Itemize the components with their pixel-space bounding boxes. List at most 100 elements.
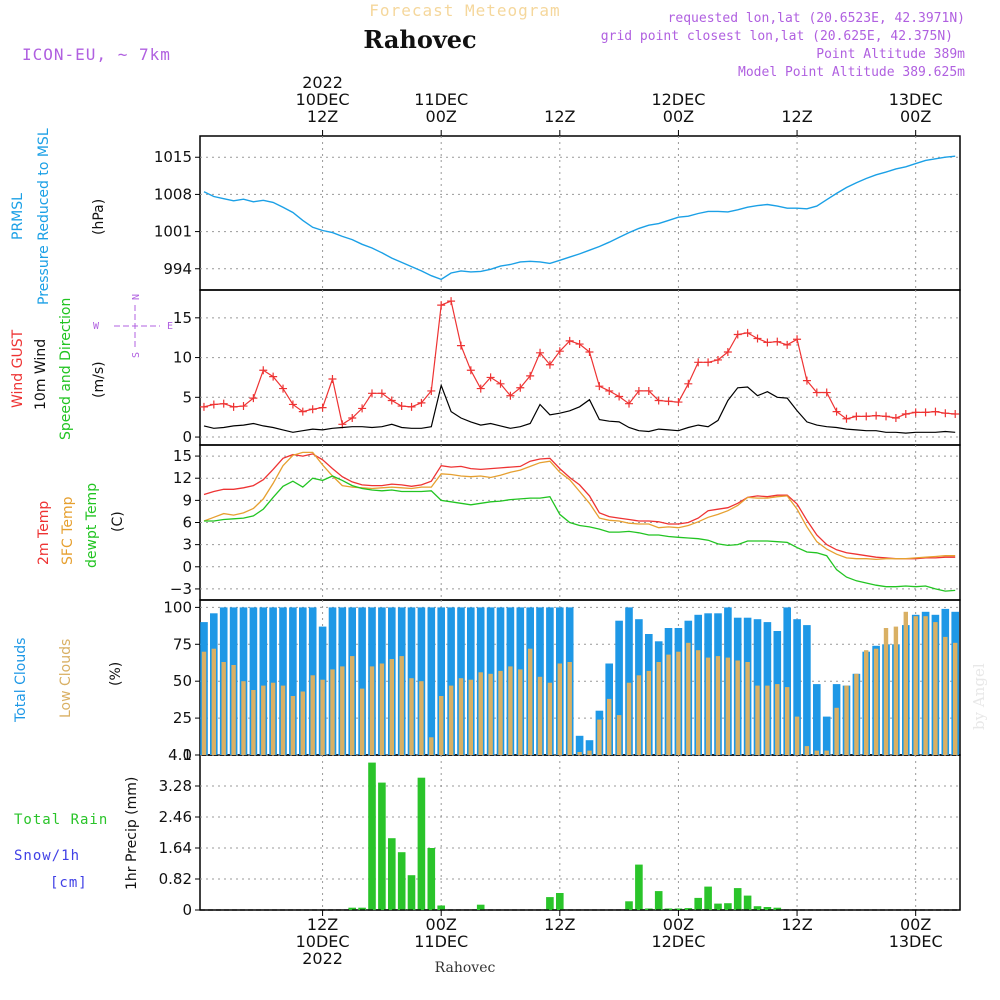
low-cloud-bar (330, 669, 335, 755)
low-cloud-bar (577, 752, 582, 755)
total-cloud-bar (813, 684, 821, 755)
rain-bar (763, 907, 772, 910)
gust-marker (387, 396, 396, 405)
rain-bar (417, 777, 426, 910)
total-cloud-bar (793, 619, 801, 755)
gust-marker (783, 340, 792, 349)
pressure-frame (199, 135, 961, 291)
gust-marker (466, 366, 475, 375)
top-time-label: 12Z (307, 107, 338, 126)
snow-label: Snow/1h (14, 848, 80, 864)
rain-bar (724, 903, 732, 910)
model-altitude: Model Point Altitude 389.625m (738, 65, 965, 80)
prmsl-label: PRMSL (10, 193, 26, 240)
rain-bar (437, 905, 445, 910)
gust-marker (437, 301, 446, 310)
low-cloud-bar (883, 628, 889, 755)
gust-marker (516, 383, 525, 392)
gust-marker (526, 371, 535, 380)
gust-marker (318, 403, 327, 412)
gust-marker (872, 411, 881, 420)
low-cloud-bar (873, 648, 879, 755)
gust-marker (654, 396, 663, 405)
pressure-line (203, 155, 956, 281)
rain-bar (654, 891, 663, 910)
wind-ytick-label: 0 (182, 428, 192, 446)
low-cloud-bar (280, 685, 286, 755)
gust-marker (427, 386, 436, 395)
gust-marker (447, 297, 456, 306)
gust-marker (605, 386, 614, 395)
rain-bar (546, 897, 554, 910)
low-cloud-bar (379, 663, 385, 755)
precip-panel-labels: Total Rain Snow/1h [cm] 1hr Precip (mm) (14, 777, 140, 891)
gust-marker (674, 398, 683, 407)
gust-marker (377, 389, 386, 398)
gust-marker (397, 402, 406, 411)
rain-bar (664, 908, 673, 910)
low-cloud-bar (409, 678, 414, 755)
footer-location: Rahovec (435, 960, 496, 976)
compass-e: E (167, 321, 173, 332)
gust-marker (328, 375, 337, 384)
gust-marker (832, 407, 841, 416)
total-clouds-label: Total Clouds (13, 638, 29, 723)
wind-ytick-label: 15 (173, 309, 192, 327)
gust-marker (506, 391, 515, 400)
gust-marker (862, 412, 871, 421)
precip-ytick-label: 1.64 (159, 839, 192, 857)
gust-marker (852, 412, 861, 421)
gust-marker (793, 335, 802, 344)
gust-marker (625, 399, 634, 408)
low-cloud-bar (429, 737, 434, 755)
low-cloud-bar (794, 716, 800, 755)
low-cloud-bar (458, 678, 464, 755)
pressure-ytick-label: 1001 (154, 223, 192, 241)
gust-marker (476, 384, 485, 393)
rain-bar (378, 782, 386, 910)
dewpoint-line (204, 475, 956, 592)
low-cloud-bar (300, 691, 305, 755)
low-cloud-bar (310, 675, 315, 755)
gust-marker (199, 402, 208, 411)
gust-marker (496, 379, 505, 388)
low-cloud-bar (350, 656, 355, 755)
temp-panel: −3 0 3 6 9 12 15 (170, 444, 961, 601)
low-cloud-bar (686, 642, 691, 755)
temp-ytick-label: 15 (173, 447, 192, 465)
low-cloud-bar (518, 669, 523, 755)
rain-bar (714, 903, 722, 910)
low-cloud-bar (616, 715, 622, 755)
gust-marker (713, 355, 722, 364)
gust-marker (565, 336, 574, 345)
rain-bar (733, 888, 742, 910)
rain-bar (556, 893, 564, 910)
gust-marker (723, 348, 732, 356)
total-cloud-bar (585, 740, 594, 755)
low-cloud-bar (636, 675, 642, 755)
wind-line (203, 383, 956, 434)
gust-marker (644, 386, 653, 395)
total-cloud-bar (269, 607, 277, 755)
low-cloud-bar (251, 690, 256, 755)
model-label: ICON-EU, ~ 7km (22, 45, 171, 64)
bottom-time-label: 00Z (900, 915, 931, 934)
gust-marker (921, 408, 930, 417)
low-cloud-bar (923, 616, 928, 755)
top-time-label: 00Z (663, 107, 694, 126)
gust-marker (773, 337, 782, 346)
bottom-time-label: 13DEC (889, 932, 943, 951)
bottom-time-label: 11DEC (414, 932, 468, 951)
grid-point-coords: grid point closest lon,lat (20.625E, 42.… (601, 29, 953, 44)
location-title: Rahovec (363, 25, 476, 54)
gust-marker (308, 405, 317, 414)
compass-s: S (131, 352, 142, 358)
rain-bar (388, 838, 396, 910)
low-cloud-bar (765, 685, 770, 755)
bottom-time-label: 10DEC (296, 932, 350, 951)
bottom-time-label: 12Z (307, 915, 338, 934)
clouds-ytick-label: 75 (173, 635, 192, 653)
rain-bar (635, 864, 643, 910)
temp2m-line (203, 453, 956, 560)
gust-marker (456, 341, 465, 350)
